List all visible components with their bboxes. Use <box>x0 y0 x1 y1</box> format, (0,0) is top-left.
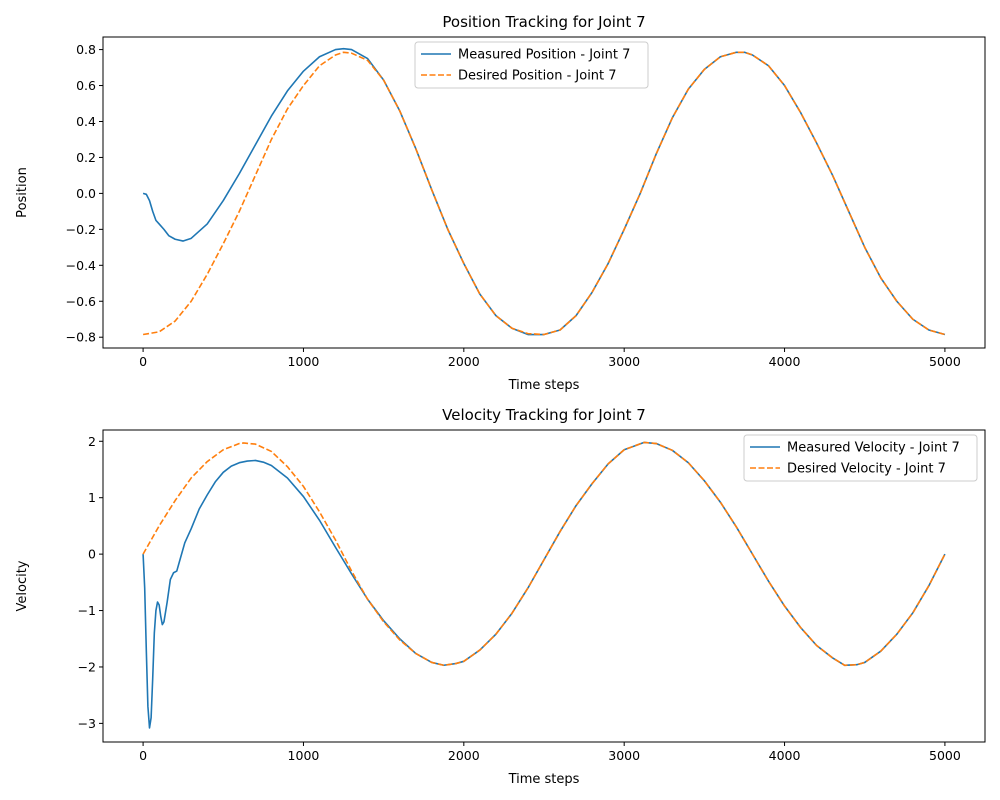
series-line-desired <box>142 441 946 667</box>
axes-frame <box>102 36 986 349</box>
x-tick-label: 2000 <box>448 748 480 763</box>
y-tick-label: −0.6 <box>66 294 96 309</box>
x-axis-label: Time steps <box>508 772 580 787</box>
x-tick-label: 0 <box>139 748 147 763</box>
legend-box <box>743 434 978 482</box>
x-tick-label: 5000 <box>929 354 961 369</box>
legend-entry: Desired Velocity - Joint 7 <box>787 462 946 477</box>
x-tick-label: 2000 <box>448 354 480 369</box>
y-tick-label: 0.2 <box>76 150 96 165</box>
x-tick-label: 3000 <box>608 748 640 763</box>
x-tick-label: 4000 <box>769 748 801 763</box>
y-tick-label: −0.8 <box>66 330 96 345</box>
series-line-measured <box>142 47 946 336</box>
y-tick-label: −3 <box>78 716 96 731</box>
y-tick-label: 0.4 <box>76 114 96 129</box>
x-tick-label: 5000 <box>929 748 961 763</box>
y-tick-label: −2 <box>78 659 96 674</box>
x-tick-label: 1000 <box>288 354 320 369</box>
series-line-measured <box>142 441 946 729</box>
velocity-chart: Velocity Tracking for Joint 7 0 1000 2000 30… <box>15 406 986 787</box>
y-tick-label: −0.4 <box>66 258 96 273</box>
x-tick-label: 0 <box>139 354 147 369</box>
legend-box <box>414 41 649 89</box>
legend: Measured Velocity - Joint 7 Desired Veloc… <box>743 434 978 482</box>
chart-title: Position Tracking for Joint 7 <box>442 13 645 31</box>
y-tick-label: 0 <box>88 547 96 562</box>
y-tick-label: 0.6 <box>76 78 96 93</box>
legend-entry: Measured Position - Joint 7 <box>458 48 630 63</box>
y-tick-label: −1 <box>78 603 96 618</box>
position-chart: Position Tracking for Joint 7 0 1000 2000 30… <box>15 13 986 393</box>
y-tick-label: −0.2 <box>66 222 96 237</box>
legend: Measured Position - Joint 7 Desired Posit… <box>414 41 649 89</box>
y-axis-label: Velocity <box>15 560 30 611</box>
x-tick-label: 4000 <box>769 354 801 369</box>
y-tick-label: 2 <box>88 434 96 449</box>
y-tick-label: 0.8 <box>76 42 96 57</box>
series-line-desired <box>142 51 946 336</box>
axes-frame <box>102 429 986 743</box>
y-tick-label: 1 <box>88 490 96 505</box>
x-tick-label: 1000 <box>288 748 320 763</box>
x-axis-label: Time steps <box>508 378 580 393</box>
y-axis-label: Position <box>15 167 30 218</box>
legend-entry: Measured Velocity - Joint 7 <box>787 441 960 456</box>
x-tick-label: 3000 <box>608 354 640 369</box>
chart-title: Velocity Tracking for Joint 7 <box>442 406 646 424</box>
legend-entry: Desired Position - Joint 7 <box>458 69 617 84</box>
y-tick-label: 0.0 <box>76 186 96 201</box>
